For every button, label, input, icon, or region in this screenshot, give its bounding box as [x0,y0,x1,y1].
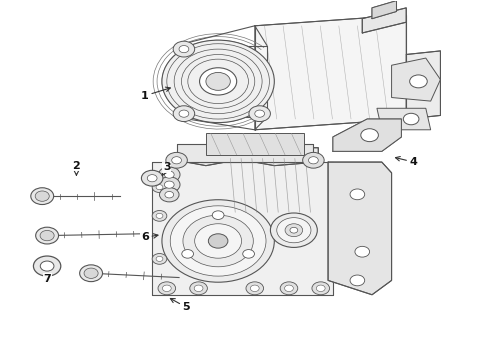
Circle shape [182,249,194,258]
Circle shape [290,227,298,233]
Circle shape [162,200,274,282]
Polygon shape [152,162,333,295]
Polygon shape [372,1,396,19]
Circle shape [164,181,174,188]
Circle shape [195,224,242,258]
Circle shape [199,68,237,95]
Polygon shape [255,15,406,130]
Text: 6: 6 [141,232,158,242]
Circle shape [33,256,61,276]
Text: 5: 5 [171,298,190,312]
Circle shape [158,282,175,295]
Circle shape [40,261,54,271]
Circle shape [172,157,181,164]
Circle shape [183,215,253,267]
Circle shape [142,170,163,186]
Circle shape [173,106,195,122]
Circle shape [194,285,203,292]
Circle shape [179,45,189,53]
Text: 2: 2 [73,161,80,175]
Circle shape [280,282,298,295]
Circle shape [270,213,318,247]
Circle shape [31,188,54,204]
Circle shape [246,282,264,295]
Circle shape [173,41,195,57]
Polygon shape [206,134,304,155]
Circle shape [162,40,274,123]
Circle shape [152,211,167,221]
Circle shape [285,285,294,292]
Circle shape [212,211,224,220]
Circle shape [285,224,303,237]
Circle shape [190,282,207,295]
Polygon shape [377,108,431,130]
Circle shape [152,253,167,264]
Polygon shape [333,119,401,151]
Circle shape [84,268,98,278]
Polygon shape [176,144,314,162]
Polygon shape [392,58,441,101]
Circle shape [355,246,369,257]
Text: 4: 4 [395,157,417,167]
Circle shape [166,152,187,168]
Circle shape [36,227,58,244]
Circle shape [179,110,189,117]
Circle shape [350,275,365,286]
Circle shape [410,75,427,88]
Circle shape [303,152,324,168]
Circle shape [159,177,180,193]
Circle shape [317,285,325,292]
Circle shape [159,188,179,202]
Circle shape [40,230,54,241]
Polygon shape [186,148,318,166]
Circle shape [170,206,266,276]
Circle shape [159,167,180,183]
Polygon shape [362,8,406,33]
Circle shape [312,282,330,295]
Circle shape [255,110,265,117]
Circle shape [249,106,270,122]
Circle shape [80,265,102,282]
Polygon shape [406,51,441,119]
Circle shape [152,182,167,193]
Circle shape [350,189,365,200]
Circle shape [309,157,318,164]
Circle shape [208,234,228,248]
Circle shape [277,218,311,243]
Circle shape [156,185,163,190]
Circle shape [162,285,171,292]
Text: 1: 1 [141,87,171,101]
Circle shape [243,249,254,258]
Text: 7: 7 [43,274,51,284]
Text: 3: 3 [162,162,171,176]
Circle shape [164,171,174,178]
Circle shape [403,113,419,125]
Circle shape [165,192,173,198]
Circle shape [250,285,259,292]
Circle shape [35,191,49,201]
Polygon shape [328,162,392,295]
Circle shape [156,213,163,219]
Circle shape [156,256,163,261]
Circle shape [147,175,157,182]
Circle shape [206,72,230,90]
Circle shape [361,129,378,141]
